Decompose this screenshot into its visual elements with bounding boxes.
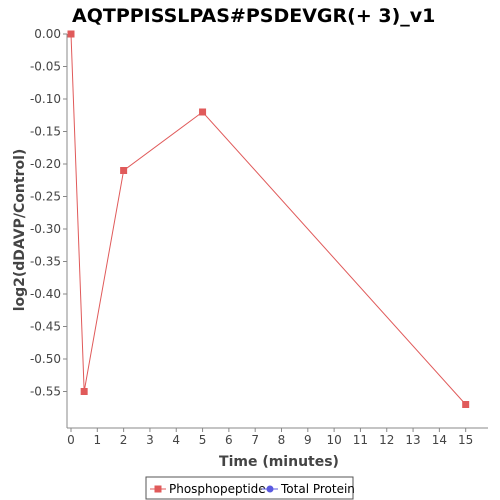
x-tick-label: 6: [225, 433, 233, 447]
x-tick-label: 5: [199, 433, 207, 447]
x-tick-label: 10: [326, 433, 341, 447]
y-tick-label: -0.55: [30, 385, 61, 399]
y-tick-label: -0.30: [30, 222, 61, 236]
legend-marker: [154, 485, 162, 493]
x-tick-label: 1: [93, 433, 101, 447]
data-point: [120, 167, 128, 174]
y-tick-label: -0.45: [30, 320, 61, 334]
y-tick-label: -0.15: [30, 125, 61, 139]
x-axis: 0 1 2 3 4 5 6 7 8 9 10 11 12 13 14 15: [67, 428, 473, 447]
chart-title: AQTPPISSLPAS#PSDEVGR(+ 3)_v1: [72, 5, 435, 27]
x-tick-label: 7: [251, 433, 259, 447]
x-tick-label: 2: [120, 433, 128, 447]
x-axis-label: Time (minutes): [219, 454, 339, 470]
legend: Phosphopeptide Total Protein: [145, 476, 355, 500]
x-tick-label: 12: [379, 433, 394, 447]
y-axis: 0.00 -0.05 -0.10 -0.15 -0.20 -0.25 -0.30 -0.35 -…: [30, 27, 67, 399]
y-tick-label: -0.25: [30, 190, 61, 204]
legend-label: Phosphopeptide: [169, 482, 266, 496]
y-tick-label: -0.35: [30, 255, 61, 269]
y-axis-label: log2(dDAVP/Control): [12, 149, 28, 312]
legend-box: [145, 476, 354, 500]
x-tick-label: 9: [304, 433, 312, 447]
x-tick-label: 0: [67, 433, 75, 447]
y-tick-label: -0.40: [30, 287, 61, 301]
x-tick-label: 13: [405, 433, 420, 447]
x-tick-label: 11: [353, 433, 368, 447]
plot-background: [67, 34, 488, 428]
legend-marker: [266, 485, 274, 493]
legend-label: Total Protein: [280, 482, 355, 496]
y-tick-label: -0.10: [30, 92, 61, 106]
series-layer: [67, 30, 470, 408]
x-tick-label: 15: [458, 433, 473, 447]
y-tick-label: -0.20: [30, 157, 61, 171]
plot-area: [66, 34, 488, 429]
x-tick-label: 14: [432, 433, 447, 447]
x-tick-label: 3: [146, 433, 154, 447]
y-tick-label: -0.50: [30, 352, 61, 366]
y-tick-label: -0.05: [30, 60, 61, 74]
data-point: [67, 30, 75, 38]
data-point: [462, 401, 470, 408]
data-point: [199, 108, 207, 116]
y-tick-label: 0.00: [34, 27, 61, 41]
x-tick-label: 4: [172, 433, 180, 447]
data-point: [80, 388, 88, 395]
x-tick-label: 8: [278, 433, 286, 447]
